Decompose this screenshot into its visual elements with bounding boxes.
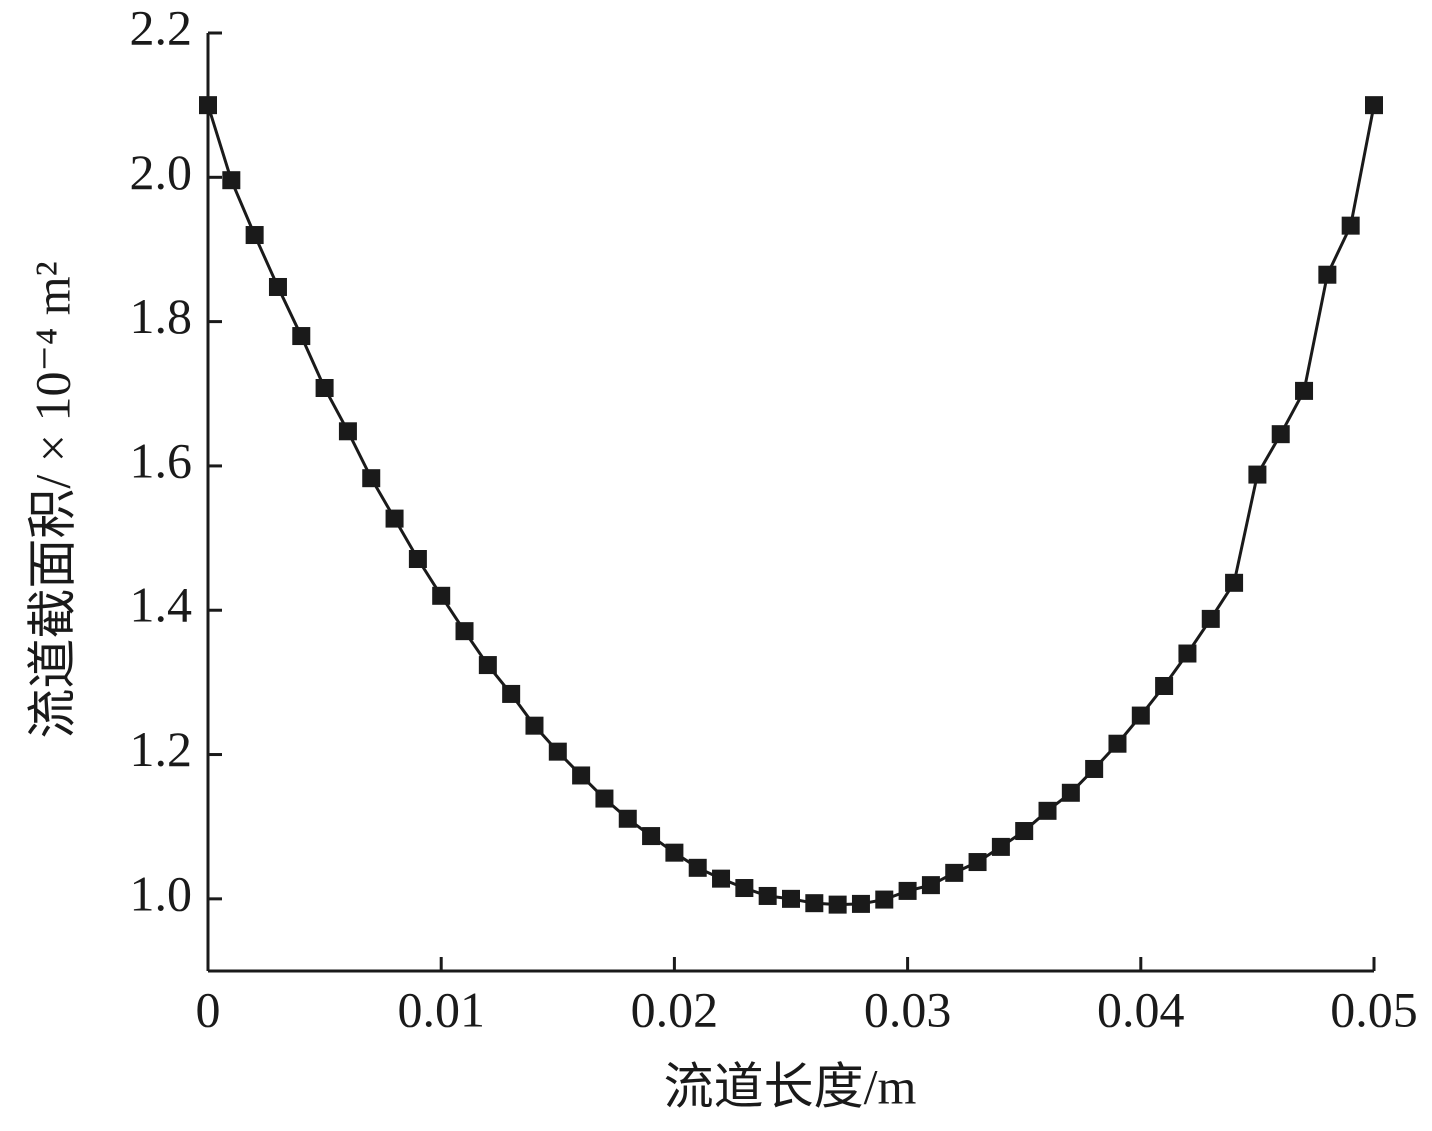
marker bbox=[991, 837, 1010, 856]
marker bbox=[222, 171, 241, 190]
x-tick-label: 0.01 bbox=[397, 981, 485, 1037]
marker bbox=[338, 422, 357, 441]
marker bbox=[595, 789, 614, 808]
marker bbox=[385, 509, 404, 528]
y-tick-label: 2.2 bbox=[130, 0, 193, 55]
marker bbox=[828, 895, 847, 914]
marker bbox=[1178, 644, 1197, 663]
y-tick-label: 1.2 bbox=[130, 721, 193, 777]
marker bbox=[875, 890, 894, 909]
marker bbox=[1295, 381, 1314, 400]
marker bbox=[525, 716, 544, 735]
marker bbox=[805, 894, 824, 913]
x-tick-label: 0.02 bbox=[631, 981, 719, 1037]
x-tick-label: 0.04 bbox=[1097, 981, 1185, 1037]
x-axis-label: 流道长度/m bbox=[664, 1058, 917, 1114]
marker bbox=[665, 843, 684, 862]
y-tick-label: 2.0 bbox=[130, 144, 193, 200]
marker bbox=[1108, 734, 1127, 753]
marker bbox=[1248, 465, 1267, 484]
marker bbox=[572, 766, 591, 785]
marker bbox=[968, 853, 987, 872]
y-axis-label: 流道截面积/ × 10⁻⁴ m² bbox=[24, 261, 80, 738]
marker bbox=[478, 656, 497, 675]
marker bbox=[1271, 425, 1290, 444]
marker bbox=[1085, 759, 1104, 778]
marker bbox=[548, 742, 567, 761]
marker bbox=[851, 894, 870, 913]
series-line bbox=[206, 104, 1376, 907]
marker bbox=[245, 226, 264, 245]
marker bbox=[898, 881, 917, 900]
marker bbox=[315, 378, 334, 397]
y-tick-label: 1.0 bbox=[130, 865, 193, 921]
marker bbox=[199, 96, 217, 115]
marker bbox=[268, 277, 287, 296]
y-tick-label: 1.6 bbox=[130, 432, 193, 488]
marker bbox=[362, 469, 381, 488]
marker bbox=[758, 886, 777, 905]
marker bbox=[688, 858, 707, 877]
marker bbox=[502, 684, 521, 703]
marker bbox=[1365, 96, 1383, 115]
marker bbox=[945, 863, 964, 882]
marker bbox=[1038, 801, 1057, 820]
marker bbox=[1155, 676, 1174, 695]
marker bbox=[618, 809, 637, 828]
marker bbox=[432, 586, 451, 605]
marker bbox=[1131, 706, 1150, 725]
marker bbox=[1225, 573, 1244, 592]
marker bbox=[782, 889, 800, 908]
marker bbox=[735, 879, 754, 898]
marker bbox=[408, 550, 427, 569]
marker bbox=[1318, 265, 1337, 284]
marker bbox=[642, 827, 661, 846]
x-tick-label: 0.05 bbox=[1330, 981, 1418, 1037]
x-tick-label: 0.03 bbox=[864, 981, 952, 1037]
y-tick-label: 1.8 bbox=[130, 288, 193, 344]
marker bbox=[1061, 783, 1080, 802]
marker bbox=[292, 327, 311, 346]
marker bbox=[1341, 216, 1360, 235]
marker bbox=[712, 869, 731, 888]
y-tick-label: 1.4 bbox=[130, 577, 193, 633]
marker bbox=[1201, 609, 1220, 628]
x-tick-label: 0 bbox=[196, 981, 221, 1037]
marker bbox=[1015, 822, 1034, 841]
marker bbox=[455, 622, 474, 641]
marker bbox=[921, 876, 940, 895]
